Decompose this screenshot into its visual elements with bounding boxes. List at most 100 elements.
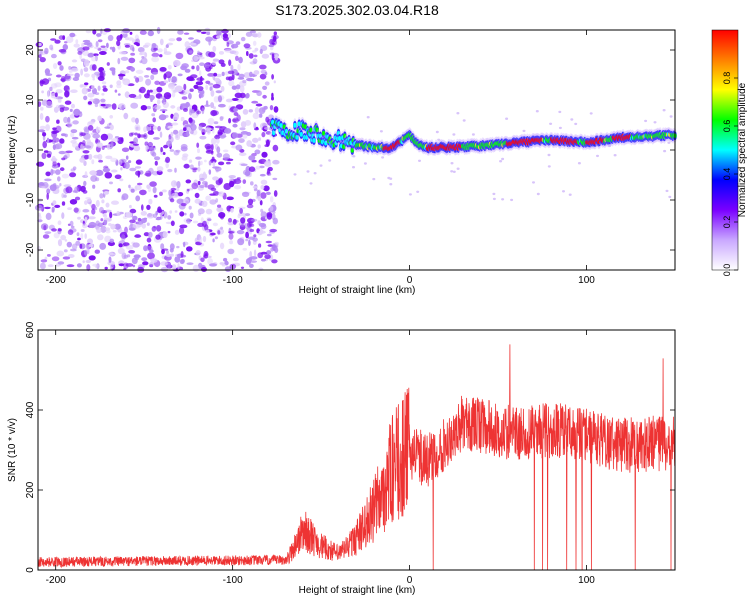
- spectrogram-noise-mark: [269, 228, 278, 233]
- spectrogram-noise-mark: [103, 217, 109, 221]
- spectrogram-noise-mark: [177, 192, 184, 197]
- spectrogram-noise-mark: [145, 144, 149, 152]
- spectrogram-noise-mark: [124, 161, 130, 170]
- spectrogram-noise-mark: [104, 209, 112, 213]
- spectrogram-faint-mark: [328, 159, 332, 162]
- spectrogram-noise-mark: [60, 234, 67, 241]
- spectrogram-noise-mark: [264, 160, 272, 167]
- spectrogram-noise-mark: [137, 47, 145, 53]
- spectrogram-noise-mark: [92, 133, 101, 139]
- spectrogram-noise-mark: [260, 192, 267, 199]
- spectrogram-noise-mark: [153, 194, 158, 198]
- spectrogram-noise-mark: [91, 56, 97, 62]
- spectrogram-noise-mark: [188, 159, 193, 163]
- spectrogram-noise-mark: [96, 33, 102, 37]
- spectrogram-noise-mark: [228, 231, 235, 234]
- spectrogram-noise-mark: [233, 112, 239, 116]
- spectrogram-noise-mark: [164, 71, 173, 79]
- spectrogram-noise-mark: [77, 237, 81, 241]
- spectrogram-noise-mark: [197, 86, 204, 91]
- spectrogram-noise-mark: [84, 233, 87, 239]
- colorbar-ticks: 0.0 0.2 0.4 0.6 0.8: [722, 72, 738, 276]
- spectrogram-ridge-core: [312, 138, 316, 143]
- spectrogram-noise-mark: [117, 57, 121, 65]
- spectrogram-faint-mark: [547, 153, 551, 157]
- spectrogram-noise-mark: [87, 41, 93, 48]
- spectrogram-ridge-core: [295, 135, 299, 140]
- spectrogram-noise-mark: [146, 89, 150, 96]
- spectrogram-noise-mark: [62, 35, 66, 40]
- spectrogram-noise-mark: [184, 212, 187, 216]
- spectrogram-x-label: Height of straight line (km): [299, 285, 416, 296]
- spectrogram-faint-mark: [536, 192, 540, 196]
- spectrogram-noise-mark: [154, 80, 160, 86]
- colorbar-tick-label: 0.2: [722, 216, 732, 229]
- spectrogram-noise-mark: [222, 153, 230, 160]
- spectrogram-noise-mark: [109, 67, 116, 71]
- spectrogram-ridge-core: [343, 133, 347, 139]
- spectrogram-noise-mark: [205, 80, 211, 85]
- spectrogram-noise-mark: [144, 75, 150, 78]
- spectrogram-noise-mark: [73, 43, 80, 48]
- spectrogram-noise-mark: [168, 82, 176, 89]
- spectrogram-x-tick-label: -200: [46, 275, 66, 286]
- spectrogram-noise-mark: [169, 198, 175, 203]
- spectrogram-noise-mark: [100, 133, 109, 141]
- spectrogram-noise-mark: [123, 112, 129, 120]
- snr-x-tick-label: -200: [46, 575, 66, 586]
- spectrogram-noise-mark: [85, 259, 92, 264]
- spectrogram-noise-mark: [258, 243, 262, 248]
- spectrogram-noise-mark: [197, 50, 200, 56]
- spectrogram-y-tick-label: 20: [25, 44, 36, 56]
- spectrogram-noise-mark: [130, 102, 139, 109]
- spectrogram-noise-mark: [209, 263, 217, 267]
- spectrogram-noise-mark: [174, 167, 177, 173]
- spectrogram-noise-mark: [194, 192, 200, 199]
- spectrogram-noise-mark: [54, 82, 62, 88]
- spectrogram-faint-mark: [309, 182, 313, 185]
- spectrogram-noise-mark: [259, 73, 267, 80]
- spectrogram-noise-mark: [236, 230, 245, 235]
- spectrogram-noise-mark: [76, 263, 82, 268]
- spectrogram-noise-mark: [165, 162, 169, 169]
- spectrogram-noise-mark: [167, 65, 172, 70]
- spectrogram-noise-mark: [62, 256, 71, 260]
- spectrogram-faint-mark: [608, 144, 612, 148]
- spectrogram-noise-mark: [155, 217, 162, 221]
- spectrogram-noise-mark: [176, 181, 181, 189]
- spectrogram-noise-mark: [124, 91, 130, 98]
- spectrogram-noise-mark: [50, 38, 57, 41]
- spectrogram-noise-mark: [92, 29, 97, 35]
- spectrogram-faint-mark: [562, 190, 565, 193]
- snr-y-tick-label: 600: [25, 321, 36, 338]
- spectrogram-noise-mark: [165, 156, 171, 163]
- spectrogram-noise-mark: [269, 132, 273, 138]
- spectrogram-noise-mark: [206, 31, 211, 36]
- spectrogram-noise-mark: [214, 125, 223, 129]
- spectrogram-noise-mark: [96, 228, 102, 234]
- spectrogram-noise-mark: [168, 189, 172, 197]
- spectrogram-noise-mark: [204, 104, 211, 107]
- spectrogram-noise-mark: [146, 204, 151, 210]
- spectrogram-noise-mark: [146, 184, 151, 190]
- spectrogram-noise-mark: [249, 263, 254, 268]
- spectrogram-noise-mark: [257, 144, 261, 149]
- spectrogram-noise-mark: [249, 229, 255, 232]
- spectrogram-noise-mark: [106, 62, 110, 66]
- spectrogram-noise-mark: [64, 90, 70, 98]
- spectrogram-noise-mark: [217, 95, 223, 103]
- spectrogram-noise-mark: [246, 140, 253, 147]
- spectrogram-faint-mark: [418, 159, 421, 162]
- spectrogram-noise-mark: [142, 30, 146, 35]
- spectrogram-noise-mark: [160, 243, 165, 250]
- spectrogram-faint-mark: [372, 177, 376, 181]
- spectrogram-noise-mark: [92, 184, 96, 189]
- spectrogram-faint-mark: [613, 154, 617, 157]
- spectrogram-noise-mark: [36, 161, 45, 167]
- spectrogram-noise-mark: [199, 70, 202, 76]
- spectrogram-faint-mark: [293, 173, 297, 176]
- snr-y-tick-label: 0: [25, 567, 36, 573]
- spectrogram-noise-mark: [151, 52, 160, 58]
